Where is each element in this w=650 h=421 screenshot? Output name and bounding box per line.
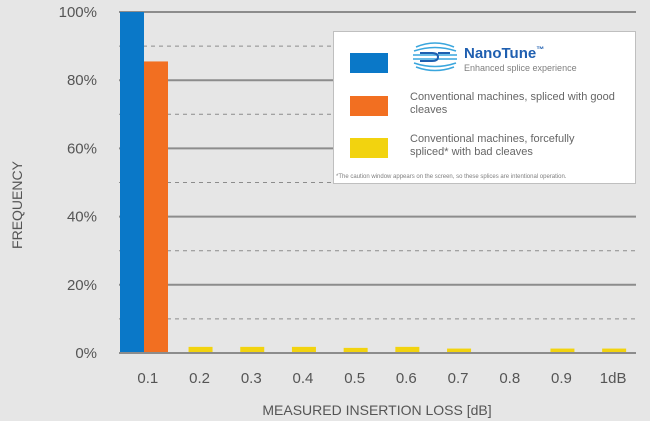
bar-conventional-bad <box>447 348 472 353</box>
y-tick-label: 40% <box>67 209 97 226</box>
legend-label-conventional-bad: Conventional machines, forcefully splice… <box>410 133 575 158</box>
x-tick-label: 1dB <box>600 370 627 387</box>
axes: 0% 20% 40% 60% 80% 100% 0.1 0.2 0.3 0.4 0.5 0.6 0.7 0… <box>9 4 636 418</box>
x-tick-label: 0.4 <box>293 370 314 387</box>
legend-label-conventional-good: Conventional machines, spliced with good… <box>410 91 615 116</box>
legend-swatch-conventional-bad <box>350 138 388 158</box>
y-tick-label: 80% <box>67 72 97 89</box>
legend-swatch-conventional-good <box>350 96 388 116</box>
legend-brand-subtitle: Enhanced splice experience <box>464 63 577 73</box>
x-tick-label: 0.7 <box>448 370 469 387</box>
y-tick-label: 20% <box>67 277 97 294</box>
bar-conventional-bad <box>395 346 420 353</box>
legend-swatch-nanotune <box>350 53 388 73</box>
x-tick-label: 0.3 <box>241 370 262 387</box>
x-tick-label: 0.6 <box>396 370 417 387</box>
y-tick-label: 0% <box>75 345 97 362</box>
x-tick-label: 0.2 <box>189 370 210 387</box>
bar-conventional-bad <box>602 348 627 353</box>
bar-conventional-good <box>144 61 168 353</box>
nanotune-brand: NanoTune™ Enhanced splice experience <box>410 39 630 75</box>
chart-legend: NanoTune™ Enhanced splice experience Con… <box>333 31 636 184</box>
legend-footnote: *The caution window appears on the scree… <box>336 174 567 180</box>
bar-conventional-bad <box>188 346 213 353</box>
legend-brand-name: NanoTune™ <box>464 45 545 62</box>
bar-conventional-bad <box>550 348 575 353</box>
nanotune-logo-icon <box>413 42 457 72</box>
bars <box>120 12 627 353</box>
y-tick-label: 60% <box>67 140 97 157</box>
x-tick-label: 0.8 <box>499 370 520 387</box>
x-tick-label: 0.9 <box>551 370 572 387</box>
bar-conventional-bad <box>240 346 265 353</box>
x-tick-label: 0.5 <box>344 370 365 387</box>
bar-conventional-bad <box>291 346 316 353</box>
y-axis-title: FREQUENCY <box>9 160 25 249</box>
x-tick-label: 0.1 <box>137 370 158 387</box>
y-tick-label: 100% <box>59 4 97 21</box>
x-axis-title: MEASURED INSERTION LOSS [dB] <box>262 402 491 418</box>
bar-nanotune <box>120 12 144 353</box>
bar-conventional-bad <box>343 347 368 353</box>
